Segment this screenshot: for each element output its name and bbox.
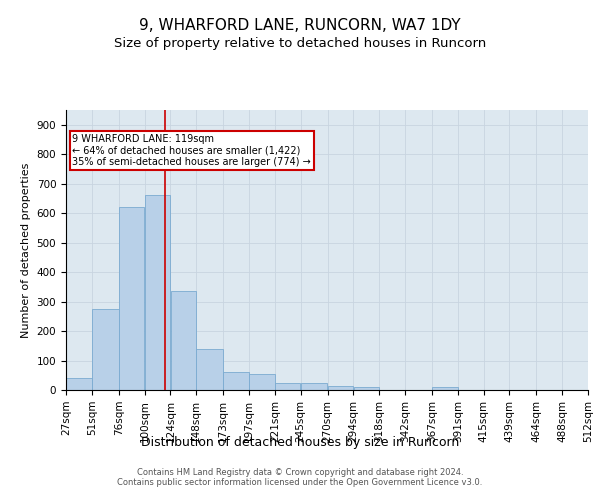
Bar <box>432 387 458 390</box>
Bar <box>145 196 170 390</box>
Text: 9, WHARFORD LANE, RUNCORN, WA7 1DY: 9, WHARFORD LANE, RUNCORN, WA7 1DY <box>139 18 461 32</box>
Bar <box>223 372 249 390</box>
Bar <box>170 292 196 390</box>
Text: 9 WHARFORD LANE: 119sqm
← 64% of detached houses are smaller (1,422)
35% of semi: 9 WHARFORD LANE: 119sqm ← 64% of detache… <box>73 134 311 167</box>
Bar <box>249 374 275 390</box>
Bar <box>66 378 92 390</box>
Bar <box>275 382 301 390</box>
Y-axis label: Number of detached properties: Number of detached properties <box>21 162 31 338</box>
Bar <box>353 387 379 390</box>
Bar <box>196 348 223 390</box>
Bar <box>92 309 119 390</box>
Text: Distribution of detached houses by size in Runcorn: Distribution of detached houses by size … <box>141 436 459 449</box>
Bar <box>328 386 353 390</box>
Text: Size of property relative to detached houses in Runcorn: Size of property relative to detached ho… <box>114 38 486 51</box>
Bar <box>119 208 145 390</box>
Bar <box>301 382 328 390</box>
Text: Contains HM Land Registry data © Crown copyright and database right 2024.
Contai: Contains HM Land Registry data © Crown c… <box>118 468 482 487</box>
